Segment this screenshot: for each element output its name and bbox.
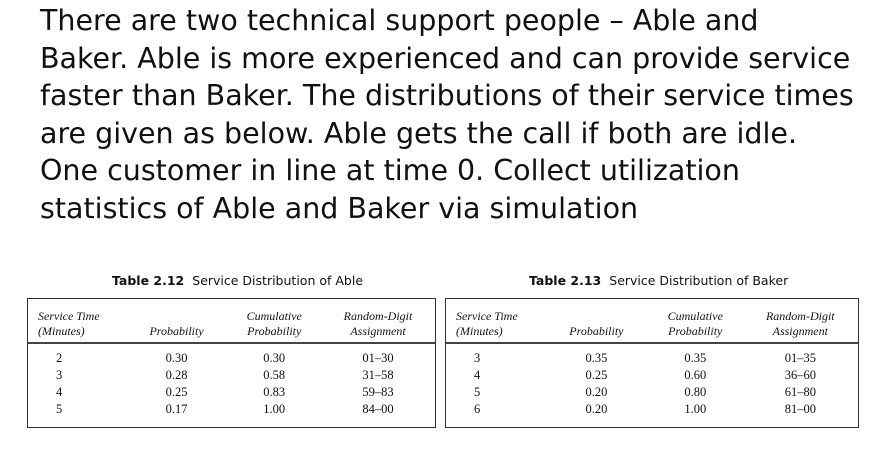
statement-line: faster than Baker. The distributions of … [40,79,854,113]
table-row: 2 0.30 0.30 01–30 [28,343,435,367]
column-header: Random-Digit Assignment [742,299,858,344]
table-cell: 1.00 [263,402,286,416]
table-cell: 0.17 [165,402,188,416]
header-text: Random-Digit [765,309,835,323]
table-cell: 0.28 [165,368,188,382]
table-caption-baker: Table 2.13 Service Distribution of Baker [529,273,788,288]
table-row: 3 0.28 0.58 31–58 [28,367,435,384]
table-cell: 1.00 [684,402,707,416]
table-cell: 84–00 [362,402,394,416]
table-cell: 0.25 [165,385,188,399]
table-number: Table 2.13 [529,273,602,288]
header-text: Probability [247,324,302,338]
table-row: 3 0.35 0.35 01–35 [446,343,858,367]
header-row: Service Time (Minutes) Probability Cumulati… [446,299,858,344]
header-text: Cumulative [246,309,302,323]
able-service-table: Service Time (Minutes) Probability Cumulati… [27,298,436,428]
table-cell: 59–83 [362,385,394,399]
header-text: Random-Digit [343,309,413,323]
table-cell: 0.30 [263,351,286,365]
header-row: Service Time (Minutes) Probability Cumulati… [28,299,435,344]
table-number: Table 2.12 [112,273,185,288]
table-cell: 3 [56,368,63,382]
table-cell: 0.35 [585,351,608,365]
table-title: Service Distribution of Baker [609,273,789,288]
table-cell: 0.60 [684,368,707,382]
problem-statement: There are two technical support people –… [40,2,880,228]
header-text: Probability [668,324,723,338]
table-cell: 31–58 [362,368,394,382]
table-cell: 61–80 [784,385,816,399]
header-text: Probability [149,324,204,338]
column-header: Cumulative Probability [227,299,322,344]
table: Service Time (Minutes) Probability Cumulati… [446,299,858,418]
table-cell: 4 [474,368,481,382]
table-cell: 0.20 [585,402,608,416]
table-title: Service Distribution of Able [192,273,364,288]
column-header: Probability [544,299,648,344]
table-row: 4 0.25 0.83 59–83 [28,384,435,401]
statement-line: There are two technical support people –… [40,4,759,37]
column-header: Service Time (Minutes) [446,299,545,344]
table-cell: 0.30 [165,351,188,365]
table-row: 6 0.20 1.00 81–00 [446,401,858,418]
table-cell: 0.35 [684,351,707,365]
column-header: Service Time (Minutes) [28,299,126,344]
table-row: 5 0.20 0.80 61–80 [446,384,858,401]
statement-line: Baker. Able is more experienced and can … [40,41,851,75]
header-text: Assignment [772,324,828,338]
column-header: Random-Digit Assignment [321,299,435,344]
header-text: Cumulative [667,309,723,323]
table-cell: 6 [474,402,481,416]
table-cell: 5 [474,385,481,399]
table-cell: 0.58 [263,368,286,382]
header-text: (Minutes) [38,324,85,338]
header-text: Assignment [350,324,406,338]
table-cell: 01–35 [784,351,816,365]
statement-line: are given as below. Able gets the call i… [40,116,798,150]
header-text: Probability [569,324,624,338]
column-header: Probability [125,299,228,344]
header-text: Service Time [456,309,518,323]
table-cell: 0.80 [684,385,707,399]
table-cell: 4 [56,385,63,399]
header-text: (Minutes) [456,324,503,338]
baker-service-table: Service Time (Minutes) Probability Cumulati… [445,298,859,428]
table-cell: 36–60 [784,368,816,382]
header-text: Service Time [38,309,100,323]
statement-line: One customer in line at time 0. Collect … [40,154,740,188]
table-row: 4 0.25 0.60 36–60 [446,367,858,384]
column-header: Cumulative Probability [647,299,743,344]
table: Service Time (Minutes) Probability Cumulati… [28,299,435,418]
table-cell: 2 [56,351,63,365]
table-cell: 5 [56,402,63,416]
statement-line: statistics of Able and Baker via simulat… [40,191,639,225]
table-cell: 81–00 [784,402,816,416]
table-caption-able: Table 2.12 Service Distribution of Able [112,273,363,288]
table-cell: 0.20 [585,385,608,399]
table-row: 5 0.17 1.00 84–00 [28,401,435,418]
table-cell: 3 [474,351,481,365]
table-cell: 01–30 [362,351,394,365]
table-cell: 0.83 [263,385,286,399]
table-cell: 0.25 [585,368,608,382]
